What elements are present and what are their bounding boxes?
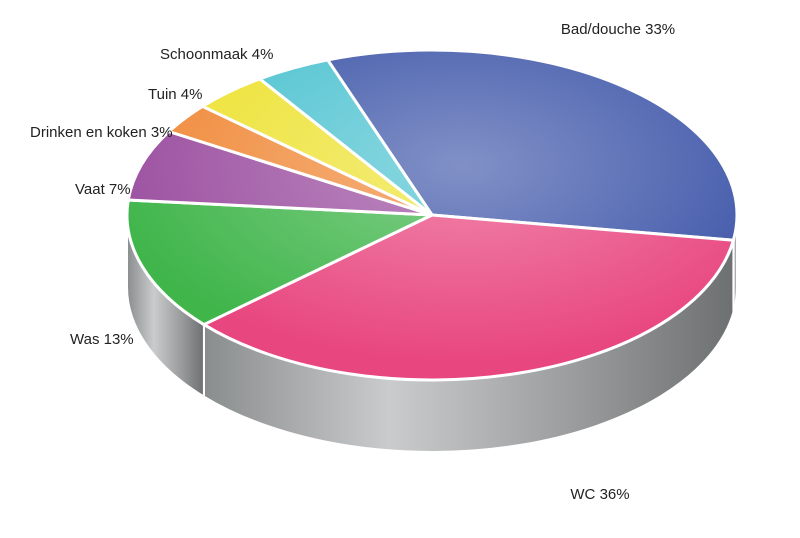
slice-label: Bad/douche 33%: [561, 21, 675, 38]
slice-name: Drinken en koken: [30, 124, 147, 141]
slice-name: WC: [570, 486, 595, 503]
pie: [125, 48, 739, 453]
slice-label: WC 36%: [570, 486, 629, 503]
slice-name: Tuin: [148, 86, 177, 103]
slice-label: Was 13%: [70, 331, 134, 348]
slice-value: 4%: [252, 46, 274, 63]
slice-label: Tuin 4%: [148, 86, 202, 103]
slice-value: 33%: [645, 21, 675, 38]
slice-value: 4%: [181, 86, 203, 103]
slice-name: Schoonmaak: [160, 46, 248, 63]
slice-value: 36%: [600, 486, 630, 503]
slice-name: Bad/douche: [561, 21, 641, 38]
slice-label: Schoonmaak 4%: [160, 46, 273, 63]
slice-label: Vaat 7%: [75, 181, 131, 198]
slice-name: Vaat: [75, 181, 106, 198]
slice-label: Drinken en koken 3%: [30, 124, 173, 141]
slice-name: Was: [70, 331, 99, 348]
slice-value: 7%: [109, 181, 131, 198]
slice-value: 3%: [151, 124, 173, 141]
slice-value: 13%: [104, 331, 134, 348]
